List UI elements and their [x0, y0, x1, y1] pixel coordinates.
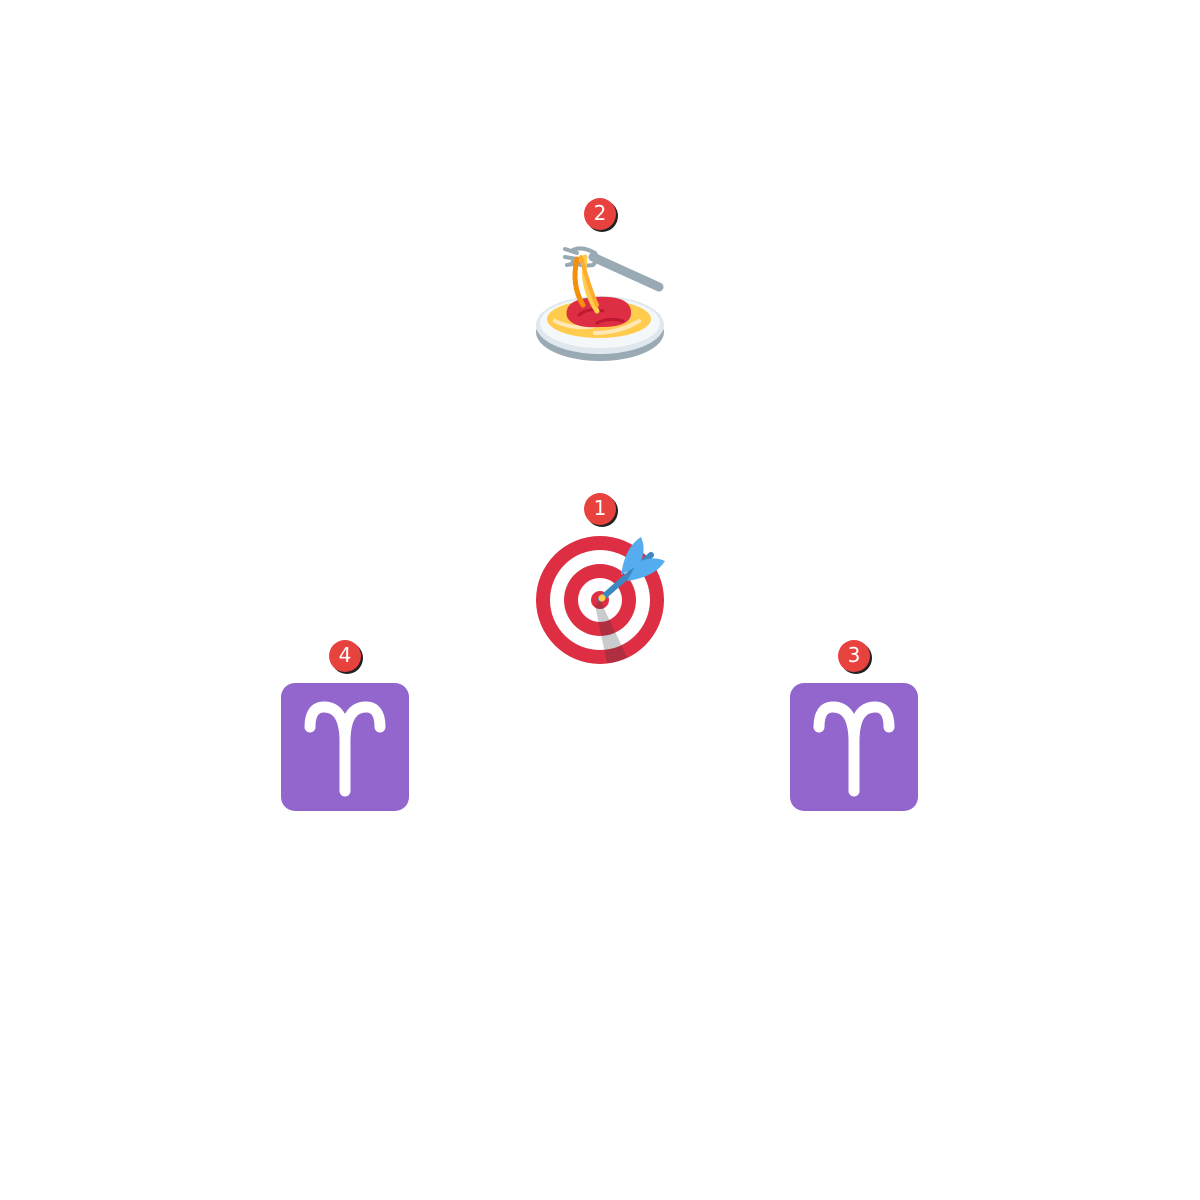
marker-badge-1: 1	[584, 493, 616, 525]
spaghetti-icon[interactable]	[535, 235, 665, 365]
aries-icon[interactable]	[789, 683, 919, 813]
direct-hit-target-icon[interactable]	[535, 535, 665, 665]
marker-badge-2: 2	[584, 198, 616, 230]
marker-badge-3: 3	[838, 640, 870, 672]
aries-icon[interactable]	[280, 683, 410, 813]
marker-badge-4: 4	[329, 640, 361, 672]
